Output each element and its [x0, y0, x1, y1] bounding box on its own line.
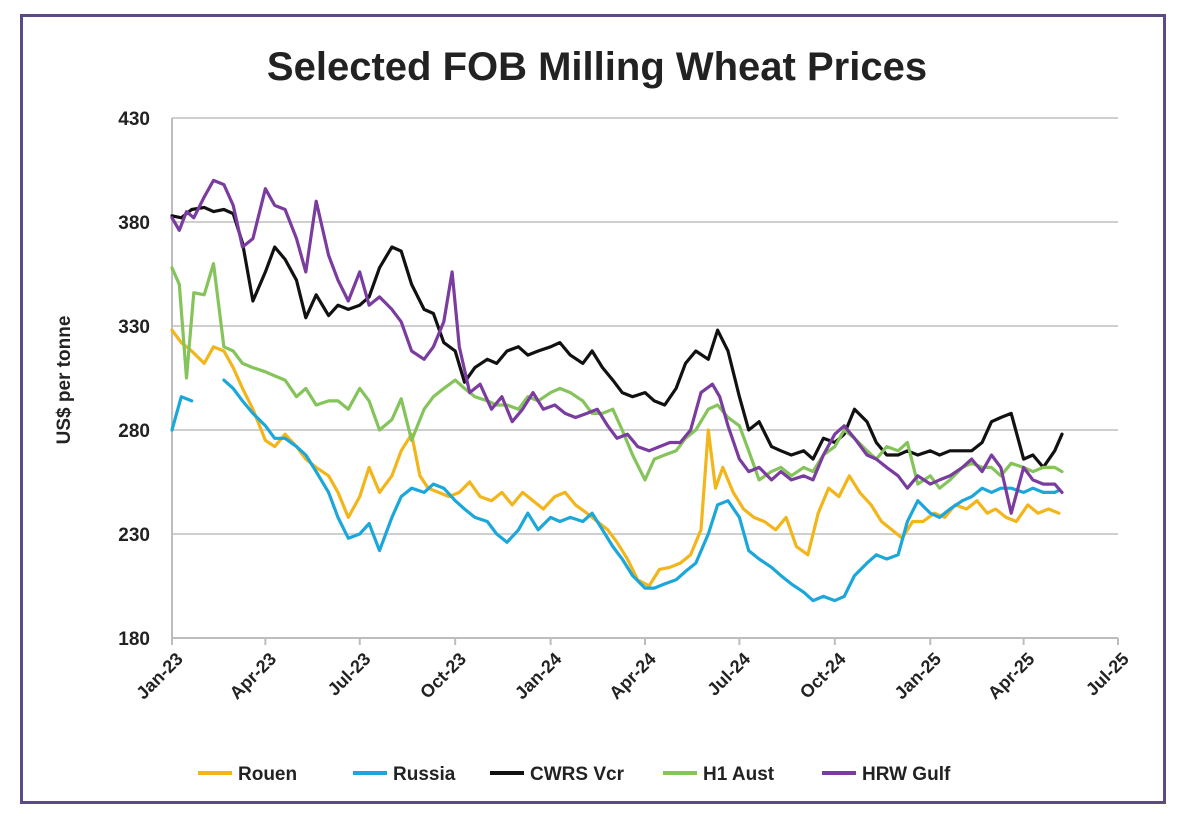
x-tick-label: Apr-23	[226, 649, 280, 703]
x-tick-label: Jan-23	[132, 649, 186, 703]
legend-label: H1 Aust	[703, 764, 775, 785]
legend-label: Rouen	[238, 764, 297, 785]
y-axis-label: US$ per tonne	[54, 316, 75, 445]
x-tick-label: Apr-24	[605, 649, 659, 703]
x-tick-label: Jul-24	[703, 649, 754, 700]
series-line-russia	[170, 378, 1061, 603]
y-tick-label: 180	[118, 629, 150, 650]
axes	[171, 118, 1118, 639]
y-tick-label: 330	[118, 317, 150, 338]
series-line-hrw-gulf	[170, 178, 1064, 515]
x-tick-label: Jul-25	[1082, 649, 1133, 700]
x-tick-labels: Jan-23 Apr-23 Jul-23 Oct-23 Jan-24 Apr-24 Jul-…	[132, 638, 1133, 703]
y-tick-label: 430	[118, 109, 150, 130]
x-tick-label: Apr-25	[984, 649, 1038, 703]
series-lines	[170, 178, 1064, 603]
gridlines	[172, 117, 1118, 639]
y-tick-label: 380	[118, 213, 150, 234]
x-tick-label: Jul-23	[324, 649, 375, 700]
legend-label: Russia	[393, 764, 456, 785]
series-line-rouen	[170, 328, 1061, 588]
x-tick-label: Jan-24	[511, 649, 565, 703]
series-line-h1-aust	[170, 262, 1064, 490]
chart-frame	[20, 14, 1166, 804]
legend-label: HRW Gulf	[862, 764, 951, 785]
chart-title: Selected FOB Milling Wheat Prices	[267, 45, 927, 89]
y-tick-label: 280	[118, 421, 150, 442]
y-tick-labels: 180 230 280 330 380 430	[118, 109, 150, 650]
x-tick-label: Oct-24	[796, 649, 850, 703]
x-tick-label: Oct-23	[416, 649, 470, 703]
y-tick-label: 230	[118, 525, 150, 546]
legend-label: CWRS Vcr	[530, 764, 625, 785]
legend: Rouen Russia CWRS Vcr H1 Aust HRW Gulf	[198, 764, 951, 785]
x-tick-label: Jan-25	[891, 649, 945, 703]
series-line-cwrs-vcr	[170, 205, 1064, 469]
